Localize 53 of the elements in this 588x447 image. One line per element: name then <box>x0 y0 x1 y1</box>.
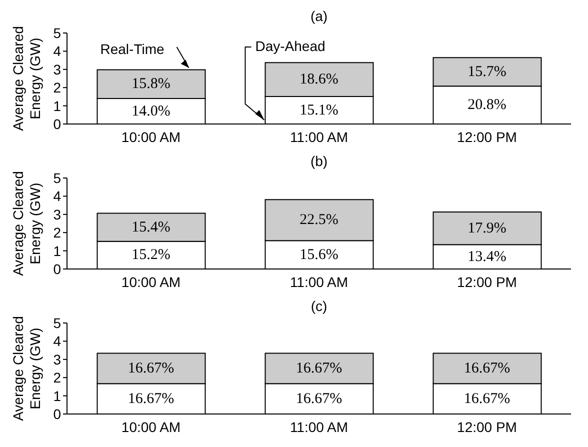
x-tick-label: 10:00 AM <box>121 418 181 435</box>
annotation: 15.7% <box>468 64 506 80</box>
annotation: 20.8% <box>468 97 506 114</box>
y-tick-label: 1 <box>53 388 62 404</box>
annotation: 17.9% <box>468 220 506 236</box>
x-tick-label: 12:00 PM <box>457 274 517 290</box>
annotation: 16.67% <box>128 360 174 376</box>
y-tick-label: 0 <box>53 406 62 422</box>
x-tick-label: 11:00 AM <box>290 418 348 435</box>
y-tick-label: 1 <box>53 242 62 259</box>
y-axis-title: Average Cleared Energy (GW) <box>10 26 43 131</box>
y-tick-label: 5 <box>53 170 62 186</box>
x-tick-label: 10:00 AM <box>121 128 181 145</box>
y-tick-label: 3 <box>53 206 62 222</box>
annotation: 16.67% <box>464 390 510 407</box>
y-tick-label: 2 <box>53 80 62 96</box>
y-tick-label: 4 <box>53 43 62 60</box>
y-tick-label: 5 <box>53 314 62 331</box>
x-tick-label: 12:00 PM <box>457 128 517 145</box>
annotation: 15.1% <box>300 102 338 118</box>
annotation: 18.6% <box>300 72 338 88</box>
annotation: 16.67% <box>296 390 342 407</box>
y-tick-label: 3 <box>53 61 62 78</box>
annotation: 15.6% <box>300 246 338 263</box>
annotation: 16.67% <box>128 390 174 407</box>
y-tick-label: 4 <box>53 188 62 204</box>
x-tick-label: 12:00 PM <box>457 418 517 435</box>
text: Day-Ahead <box>255 38 326 54</box>
y-tick-label: 4 <box>53 333 62 350</box>
annotation: 15.8% <box>132 76 170 92</box>
y-tick-label: 0 <box>53 116 62 132</box>
annotation: 16.67% <box>464 360 510 376</box>
annotation: 16.67% <box>296 360 342 376</box>
y-tick-label: 2 <box>53 224 62 241</box>
x-tick-label: 10:00 AM <box>121 274 181 290</box>
y-tick-label: 5 <box>53 24 62 41</box>
y-axis-title: Average Cleared Energy (GW) <box>10 171 43 276</box>
chart-title: (b) <box>310 153 328 169</box>
annotation: 13.4% <box>468 248 506 265</box>
annotation: 22.5% <box>300 212 338 228</box>
annotation: 15.2% <box>132 247 170 264</box>
chart-title: (c) <box>310 298 328 314</box>
y-tick-label: 2 <box>53 370 62 386</box>
annotation: 15.4% <box>132 219 170 236</box>
legend-label: Real-Time <box>100 41 164 57</box>
y-axis-title: Average Cleared Energy (GW) <box>10 316 43 421</box>
chart-title: (a) <box>310 8 328 24</box>
annotation: 14.0% <box>132 103 170 120</box>
x-tick-label: 11:00 AM <box>290 274 348 290</box>
y-tick-label: 3 <box>53 351 62 368</box>
y-tick-label: 1 <box>53 98 62 114</box>
y-tick-label: 0 <box>53 260 62 277</box>
x-tick-label: 11:00 AM <box>290 128 348 145</box>
